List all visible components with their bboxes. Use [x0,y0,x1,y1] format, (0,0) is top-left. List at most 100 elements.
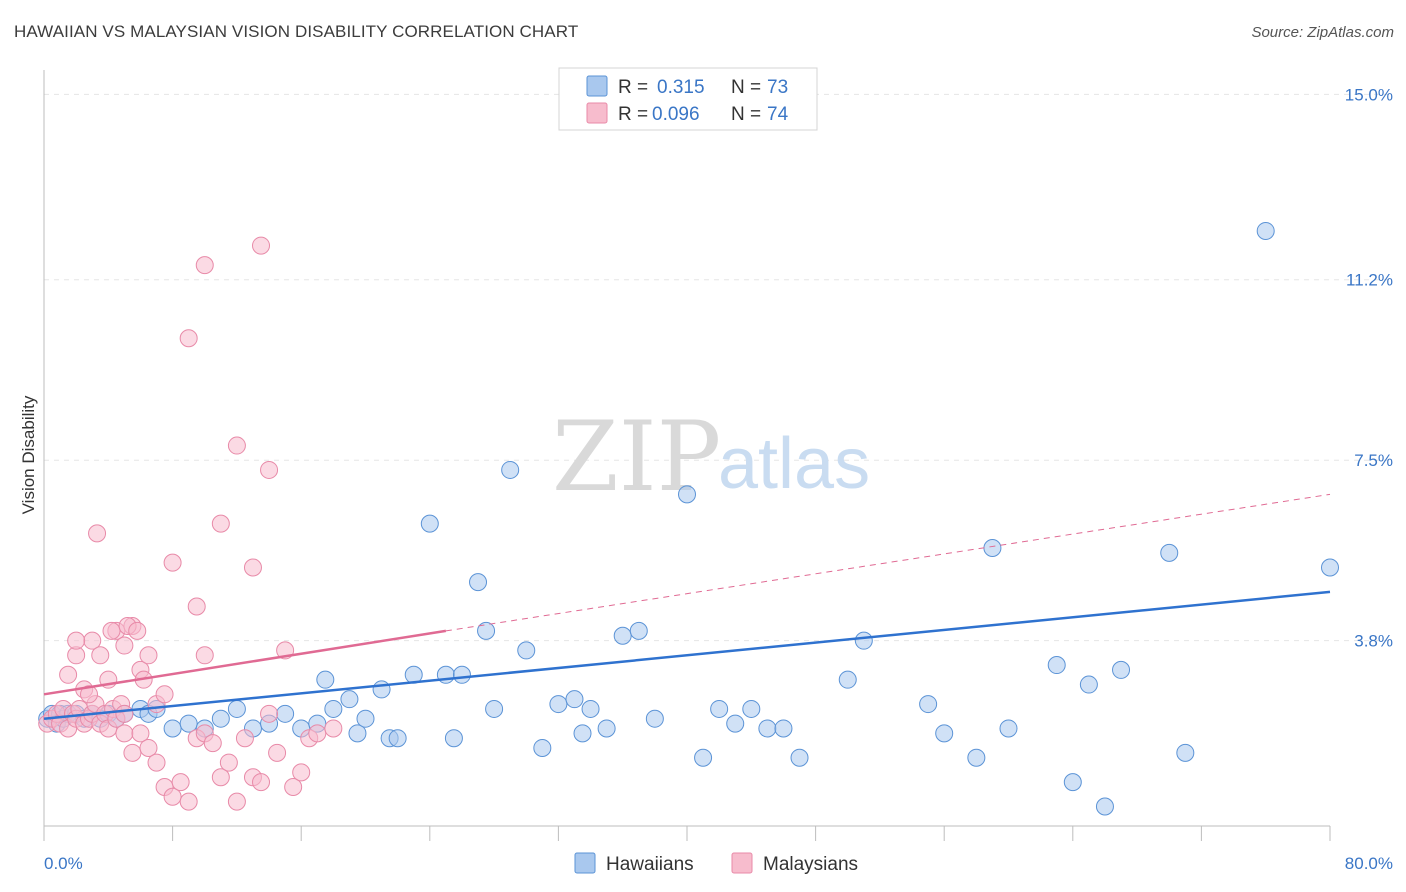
malaysians-point-43 [139,738,158,757]
bottom-legend-malaysians: Malaysians [763,854,858,875]
malaysians-point-46 [163,787,182,806]
malaysians-point-30 [139,646,158,665]
hawaiians-point-17 [179,714,198,733]
malaysians-point-55 [235,729,254,748]
legend-r-label-1: R = [618,77,648,98]
malaysians-point-69 [211,514,230,533]
hawaiians-point-39 [469,573,488,592]
malaysians-point-36 [102,621,121,640]
hawaiians-point-57 [742,699,761,718]
malaysians-trendline [43,629,447,696]
hawaiians-point-60 [790,748,809,767]
malaysians-point-64 [308,724,327,743]
malaysians-point-34 [80,685,99,704]
malaysians-point-72 [260,460,279,479]
malaysians-point-24 [91,646,110,665]
hawaiians-point-55 [710,699,729,718]
hawaiians-point-31 [372,680,391,699]
hawaiians-point-30 [356,709,375,728]
hawaiians-point-66 [983,538,1002,557]
legend-r-label-2: R = [618,104,648,125]
hawaiians-point-71 [1095,797,1114,816]
malaysians-point-62 [292,763,311,782]
malaysians-point-47 [171,773,190,792]
legend-n-value-2: 74 [767,104,789,125]
hawaiians-point-23 [276,704,295,723]
hawaiians-point-58 [758,719,777,738]
chart-title: HAWAIIAN VS MALAYSIAN VISION DISABILITY … [14,22,579,41]
hawaiians-point-64 [935,724,954,743]
legend-n-value-1: 73 [767,77,788,98]
legend-swatch-hawaiians [586,75,608,97]
hawaiians-point-16 [163,719,182,738]
hawaiians-point-33 [388,729,407,748]
malaysians-point-66 [163,553,182,572]
malaysians-point-59 [268,743,287,762]
hawaiians-point-49 [597,719,616,738]
malaysians-point-27 [115,636,134,655]
bottom-legend-hawaiians: Hawaiians [606,854,694,875]
hawaiians-point-51 [629,621,648,640]
malaysians-point-61 [284,777,303,796]
hawaiians-point-48 [581,699,600,718]
hawaiians-point-28 [340,690,359,709]
malaysians-point-65 [324,719,343,738]
watermark: ZIP atlas [552,401,870,513]
hawaiians-point-63 [919,695,938,714]
bottom-legend-swatch-malaysians [731,852,753,874]
hawaiians-point-46 [565,690,584,709]
hawaiians-point-72 [1112,660,1131,679]
x-tick-label-1: 80.0% [1345,854,1393,873]
hawaiians-point-26 [316,670,335,689]
hawaiians-point-47 [573,724,592,743]
hawaiians-point-59 [774,719,793,738]
hawaiians-point-54 [694,748,713,767]
y-tick-label-1: 7.5% [1354,451,1393,470]
y-tick-label-0: 3.8% [1354,632,1393,651]
malaysians-point-70 [227,436,246,455]
malaysians-point-51 [203,734,222,753]
hawaiians-point-42 [501,460,520,479]
hawaiians-point-73 [1160,543,1179,562]
hawaiians-point-40 [477,621,496,640]
hawaiians-point-69 [1063,773,1082,792]
malaysians-trendline-extension [445,493,1331,632]
malaysians-point-52 [211,768,230,787]
hawaiians-point-53 [678,485,696,504]
malaysians-point-48 [179,792,198,811]
malaysians-point-20 [59,665,78,684]
malaysians-point-41 [123,743,142,762]
malaysians-point-32 [155,685,174,704]
y-tick-label-3: 15.0% [1345,85,1393,104]
y-tick-label-2: 11.2% [1346,271,1393,290]
hawaiians-point-56 [726,714,745,733]
legend-r-value-1: 0.315 [657,77,705,98]
legend-r-value-2: 0.096 [652,104,700,125]
hawaiians-point-67 [999,719,1018,738]
hawaiians-point-29 [348,724,367,743]
malaysians-point-42 [131,724,150,743]
x-tick-label-0: 0.0% [44,854,83,873]
hawaiians-point-52 [645,709,664,728]
chart-source: Source: ZipAtlas.com [1251,24,1394,41]
malaysians-point-71 [243,558,262,577]
hawaiians-trendline [43,590,1331,720]
hawaiians-point-35 [420,514,439,533]
malaysians-point-38 [128,621,147,640]
hawaiians-point-37 [444,729,463,748]
hawaiians-point-38 [452,665,471,684]
axes [43,70,1331,841]
hawaiians-point-19 [211,709,230,728]
hawaiians-point-45 [549,695,568,714]
malaysians-point-53 [219,753,238,772]
malaysians-point-58 [260,704,279,723]
hawaiians-point-62 [854,631,873,650]
hawaiians-point-20 [227,699,246,718]
legend-n-label-2: N = [731,104,761,125]
malaysians-point-68 [195,646,214,665]
hawaiians-point-43 [517,641,536,660]
malaysians-point-73 [179,329,198,348]
hawaiians-point-61 [838,670,857,689]
malaysians-point-40 [115,724,134,743]
